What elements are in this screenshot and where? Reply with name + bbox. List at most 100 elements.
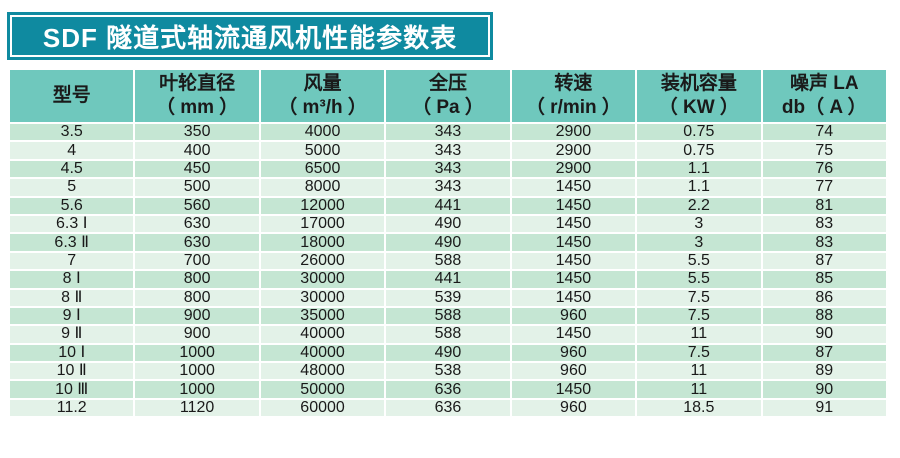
table-cell: 8 Ⅱ <box>7 287 136 308</box>
table-cell: 3 <box>635 232 763 253</box>
table-row: 9 Ⅰ 900 35000 588 960 7.5 88 <box>7 305 889 327</box>
header-unit: （ r/min ） <box>525 97 621 118</box>
header-label: 噪声 LA <box>789 73 859 94</box>
table-cell: 900 <box>133 324 261 345</box>
table-cell: 900 <box>133 305 261 327</box>
table-row: 4 400 5000 343 2900 0.75 75 <box>7 140 889 161</box>
table-cell: 18000 <box>258 232 387 253</box>
table-cell: 90 <box>760 379 889 400</box>
table-cell: 8 Ⅰ <box>7 269 136 290</box>
header-label: 风量 <box>303 73 342 94</box>
table-cell: 77 <box>760 177 889 198</box>
table-row: 8 Ⅰ 800 30000 441 1450 5.5 85 <box>7 269 889 290</box>
table-cell: 11 <box>635 324 763 345</box>
table-cell: 9 Ⅰ <box>7 305 136 327</box>
table-cell: 91 <box>760 397 889 419</box>
column-header: 叶轮直径 （ mm ） <box>133 68 261 124</box>
table-cell: 1450 <box>509 324 638 345</box>
table-cell: 490 <box>384 213 512 235</box>
header-unit: db（ A ） <box>781 97 867 118</box>
table-cell: 6.3 Ⅰ <box>7 213 136 235</box>
header-label: 叶轮直径 <box>159 73 236 94</box>
header-label: 全压 <box>428 73 467 94</box>
column-header: 风量 （ m³/h ） <box>258 68 387 124</box>
table-title: SDF 隧道式轴流通风机性能参数表 <box>10 15 490 57</box>
table-cell: 1450 <box>509 195 638 216</box>
table-cell: 400 <box>133 140 261 161</box>
table-cell: 5 <box>7 177 136 198</box>
table-cell: 75 <box>760 140 889 161</box>
header-unit: （ Pa ） <box>412 97 484 118</box>
table-cell: 343 <box>384 158 512 180</box>
table-cell: 1.1 <box>635 177 763 198</box>
table-cell: 1450 <box>509 379 638 400</box>
table-cell: 4.5 <box>7 158 136 180</box>
table-cell: 1.1 <box>635 158 763 180</box>
table-cell: 350 <box>133 121 261 143</box>
table-cell: 1450 <box>509 269 638 290</box>
table-cell: 630 <box>133 232 261 253</box>
table-cell: 3.5 <box>7 121 136 143</box>
table-cell: 1450 <box>509 287 638 308</box>
table-cell: 343 <box>384 177 512 198</box>
table-row: 10 Ⅲ 1000 50000 636 1450 11 90 <box>7 379 889 400</box>
column-header: 全压 （ Pa ） <box>384 68 512 124</box>
table-row: 3.5 350 4000 343 2900 0.75 74 <box>7 121 889 143</box>
table-cell: 5.5 <box>635 269 763 290</box>
table-cell: 588 <box>384 324 512 345</box>
table-cell: 1450 <box>509 177 638 198</box>
table-cell: 1000 <box>133 342 261 364</box>
table-cell: 4000 <box>258 121 387 143</box>
table-cell: 40000 <box>258 342 387 364</box>
header-unit: （ KW ） <box>658 97 739 118</box>
table-cell: 1450 <box>509 250 638 272</box>
table-cell: 2900 <box>509 121 638 143</box>
table-cell: 5.6 <box>7 195 136 216</box>
table-row: 7 700 26000 588 1450 5.5 87 <box>7 250 889 272</box>
table-cell: 7.5 <box>635 342 763 364</box>
column-header: 装机容量 （ KW ） <box>635 68 763 124</box>
table-cell: 11 <box>635 379 763 400</box>
table-cell: 40000 <box>258 324 387 345</box>
table-cell: 35000 <box>258 305 387 327</box>
table-cell: 17000 <box>258 213 387 235</box>
table-cell: 48000 <box>258 361 387 382</box>
table-cell: 588 <box>384 305 512 327</box>
table-cell: 0.75 <box>635 140 763 161</box>
table-row: 10 Ⅰ 1000 40000 490 960 7.5 87 <box>7 342 889 364</box>
table-cell: 5000 <box>258 140 387 161</box>
table-cell: 10 Ⅱ <box>7 361 136 382</box>
table-cell: 90 <box>760 324 889 345</box>
table-cell: 3 <box>635 213 763 235</box>
table-cell: 0.75 <box>635 121 763 143</box>
table-cell: 7.5 <box>635 287 763 308</box>
table-row: 8 Ⅱ 800 30000 539 1450 7.5 86 <box>7 287 889 308</box>
table-cell: 10 Ⅲ <box>7 379 136 400</box>
table-row: 4.5 450 6500 343 2900 1.1 76 <box>7 158 889 180</box>
table-cell: 2900 <box>509 140 638 161</box>
table-cell: 83 <box>760 232 889 253</box>
table-cell: 18.5 <box>635 397 763 419</box>
table-row: 6.3 Ⅱ 630 18000 490 1450 3 83 <box>7 232 889 253</box>
table-row: 9 Ⅱ 900 40000 588 1450 11 90 <box>7 324 889 345</box>
table-cell: 9 Ⅱ <box>7 324 136 345</box>
table-cell: 11 <box>635 361 763 382</box>
table-cell: 539 <box>384 287 512 308</box>
table-cell: 87 <box>760 342 889 364</box>
table-cell: 490 <box>384 232 512 253</box>
fan-spec-table: 型号 叶轮直径 （ mm ） 风量 （ m³/h ） 全压 （ Pa ） 转速 （ r/min … <box>7 68 889 419</box>
table-cell: 1000 <box>133 361 261 382</box>
table-cell: 960 <box>509 361 638 382</box>
table-cell: 441 <box>384 195 512 216</box>
table-cell: 74 <box>760 121 889 143</box>
table-cell: 700 <box>133 250 261 272</box>
table-cell: 60000 <box>258 397 387 419</box>
table-cell: 636 <box>384 397 512 419</box>
table-cell: 83 <box>760 213 889 235</box>
table-cell: 800 <box>133 269 261 290</box>
table-cell: 12000 <box>258 195 387 216</box>
table-cell: 7.5 <box>635 305 763 327</box>
table-cell: 8000 <box>258 177 387 198</box>
table-cell: 5.5 <box>635 250 763 272</box>
table-cell: 1450 <box>509 232 638 253</box>
